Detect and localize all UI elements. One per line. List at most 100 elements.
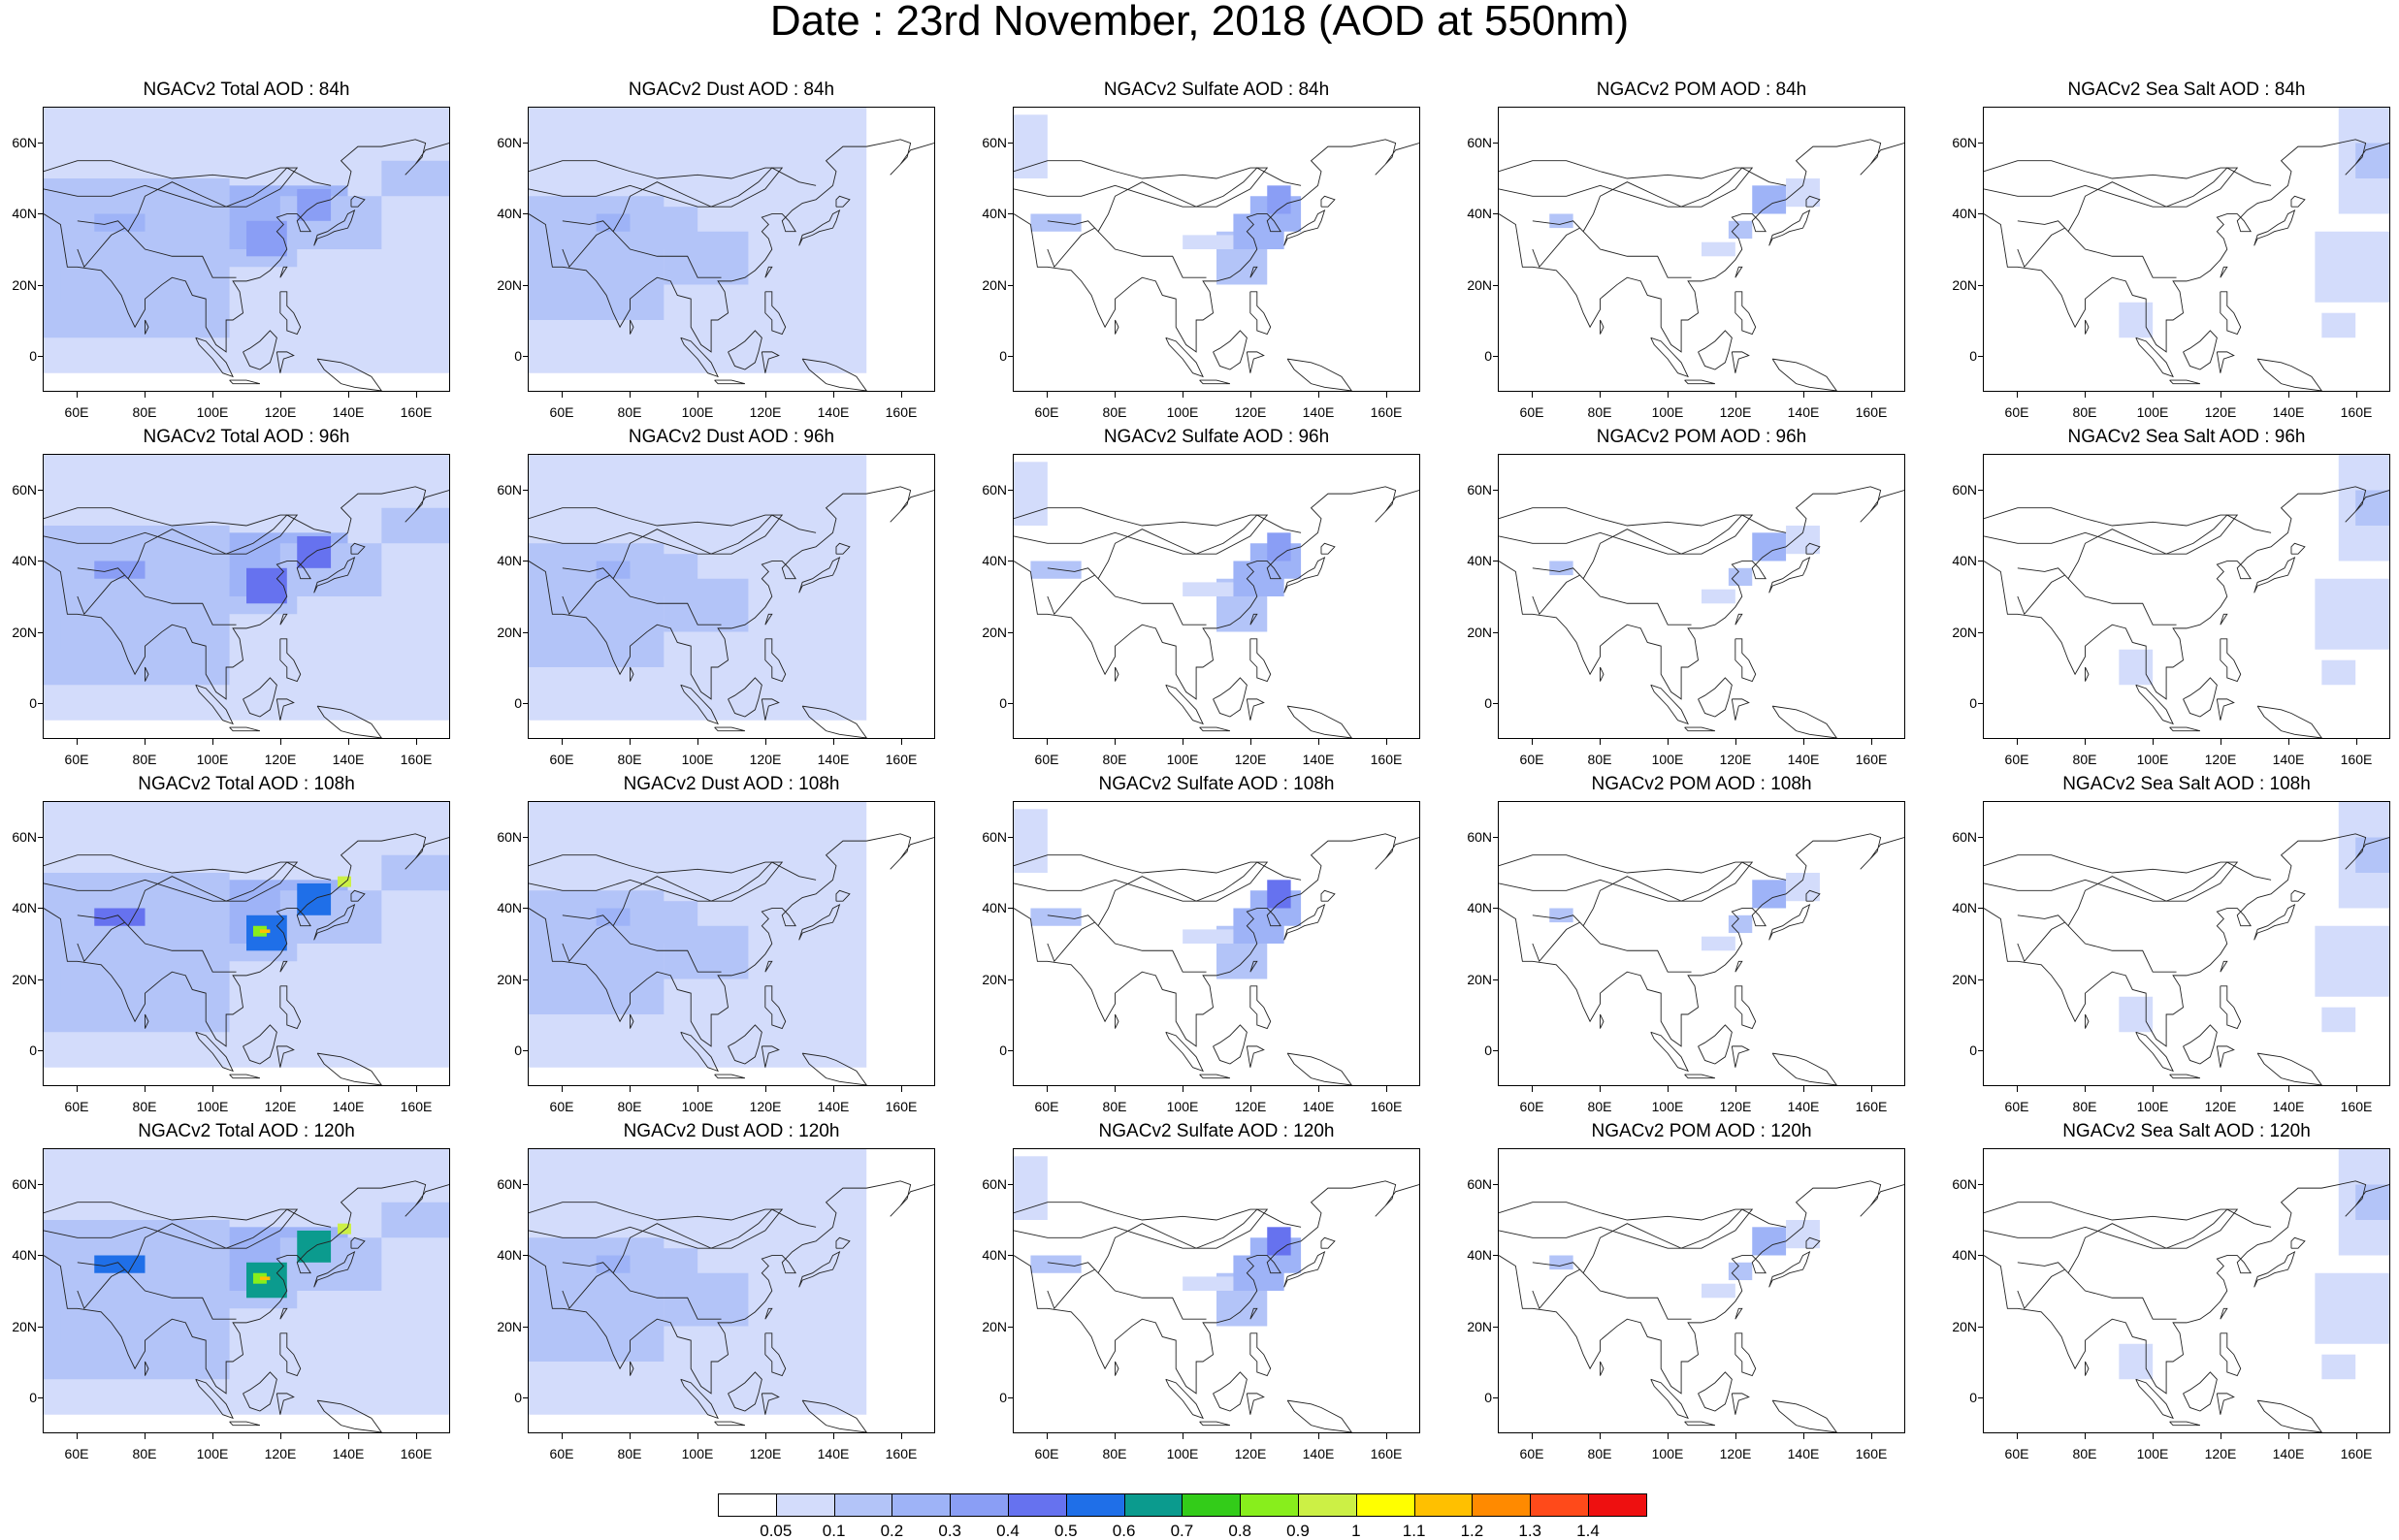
coastline-border	[764, 1332, 787, 1377]
latitude-tick	[523, 284, 528, 286]
coastline-border	[714, 1421, 746, 1427]
aod-shading-cell	[596, 213, 631, 232]
panel-title: NGACv2 Sulfate AOD : 84h	[1103, 80, 1330, 100]
longitude-tick-label: 120E	[2204, 404, 2237, 420]
coastline-border	[764, 613, 773, 626]
coastline-border	[77, 574, 125, 616]
coastline-border	[2253, 556, 2296, 594]
coastline-border	[279, 613, 288, 626]
longitude-tick	[1803, 392, 1804, 398]
coastline-border	[145, 666, 149, 682]
longitude-tick	[1735, 1086, 1736, 1092]
aod-shading-cell	[2315, 925, 2389, 997]
latitude-tick	[38, 1255, 43, 1257]
latitude-tick-label: 60N	[1952, 134, 1977, 150]
aod-shading-cell	[866, 108, 934, 373]
latitude-tick-label: 0	[514, 1390, 522, 1406]
latitude-tick	[1008, 489, 1013, 491]
longitude-tick	[416, 739, 417, 745]
latitude-tick-label: 60N	[1952, 1175, 1977, 1192]
latitude-tick-label: 40N	[1467, 553, 1492, 569]
aod-field-map	[1984, 802, 2389, 1085]
latitude-tick	[523, 1397, 528, 1399]
coastline-border	[1097, 514, 1302, 579]
coastline-border	[313, 1250, 356, 1288]
longitude-tick-label: 160E	[2340, 1446, 2373, 1461]
coastline-border	[2183, 677, 2218, 718]
coastline-border	[761, 1045, 780, 1068]
longitude-tick	[77, 1086, 78, 1092]
coastline-border	[2085, 1013, 2090, 1029]
longitude-tick-label: 60E	[1519, 404, 1544, 420]
coastline-border	[630, 319, 634, 335]
latitude-tick	[523, 213, 528, 215]
longitude-tick-label: 60E	[1519, 1099, 1544, 1114]
aod-shading-cell	[1702, 1283, 1735, 1299]
coastline-border	[562, 921, 610, 963]
longitude-tick	[1386, 1086, 1387, 1092]
longitude-tick	[280, 739, 281, 745]
latitude-tick	[523, 489, 528, 491]
latitude-tick-label: 60N	[982, 134, 1007, 150]
coastline-border	[1768, 556, 1811, 594]
longitude-tick	[1803, 739, 1804, 745]
coastline-border	[2183, 1371, 2218, 1412]
latitude-tick	[1008, 979, 1013, 980]
coastline-border	[1199, 1074, 1231, 1079]
coastline-border	[1771, 1052, 1837, 1085]
longitude-tick	[1318, 1433, 1319, 1439]
coastline-border	[1165, 1378, 1204, 1420]
coastline-border	[276, 698, 295, 721]
latitude-tick-label: 0	[514, 695, 522, 712]
longitude-tick-label: 140E	[1787, 404, 1820, 420]
aod-hotspot	[338, 1223, 351, 1235]
aod-shading-cell	[2321, 1354, 2356, 1380]
coastline-border	[2169, 1074, 2201, 1079]
panel-title: NGACv2 Sea Salt AOD : 96h	[2067, 427, 2306, 447]
coastline-border	[1734, 291, 1757, 336]
longitude-tick-label: 80E	[1102, 1446, 1127, 1461]
latitude-tick-label: 0	[514, 348, 522, 365]
coastline-border	[1286, 1399, 1352, 1432]
latitude-tick-label: 60N	[497, 828, 522, 845]
longitude-tick	[630, 1433, 631, 1439]
longitude-tick	[2288, 739, 2289, 745]
longitude-tick	[2017, 392, 2018, 398]
aod-shading-cell	[1702, 241, 1735, 257]
coastline-border	[1600, 1361, 1605, 1376]
longitude-tick-label: 100E	[1651, 1446, 1684, 1461]
coastline-border	[680, 1031, 719, 1073]
latitude-tick	[38, 836, 43, 838]
longitude-tick	[2356, 1086, 2357, 1092]
coastline-border	[761, 351, 780, 373]
latitude-tick-label: 60N	[12, 1175, 37, 1192]
coastline-border	[2017, 1262, 2177, 1320]
latitude-tick	[1493, 703, 1498, 705]
longitude-tick-label: 60E	[1034, 1446, 1059, 1461]
map-panel-sulfate-96h	[1013, 454, 1420, 739]
longitude-tick-label: 80E	[617, 1099, 642, 1114]
coastline-border	[1582, 167, 1787, 232]
aod-field-map	[44, 455, 449, 738]
aod-shading-cell	[1549, 1255, 1573, 1270]
longitude-tick	[901, 1086, 902, 1092]
latitude-tick-label: 0	[999, 1043, 1007, 1059]
coastline-border	[1805, 889, 1821, 902]
longitude-tick-label: 160E	[885, 752, 918, 767]
coastline-border	[2216, 1045, 2235, 1068]
coastline-border	[195, 337, 234, 378]
coastline-border	[127, 861, 332, 926]
aod-shading-cell	[1014, 462, 1048, 526]
coastline-border	[1249, 613, 1258, 626]
coastline-border	[2220, 291, 2242, 336]
coastline-border	[2256, 705, 2322, 738]
longitude-tick	[145, 1086, 146, 1092]
latitude-tick-label: 20N	[1467, 971, 1492, 987]
coastline-border	[680, 1378, 719, 1420]
latitude-tick	[523, 1326, 528, 1328]
coastline-border	[801, 705, 867, 738]
longitude-tick-label: 120E	[1719, 1099, 1752, 1114]
latitude-tick	[523, 979, 528, 980]
longitude-tick	[280, 1086, 281, 1092]
longitude-tick-label: 140E	[2272, 1446, 2305, 1461]
